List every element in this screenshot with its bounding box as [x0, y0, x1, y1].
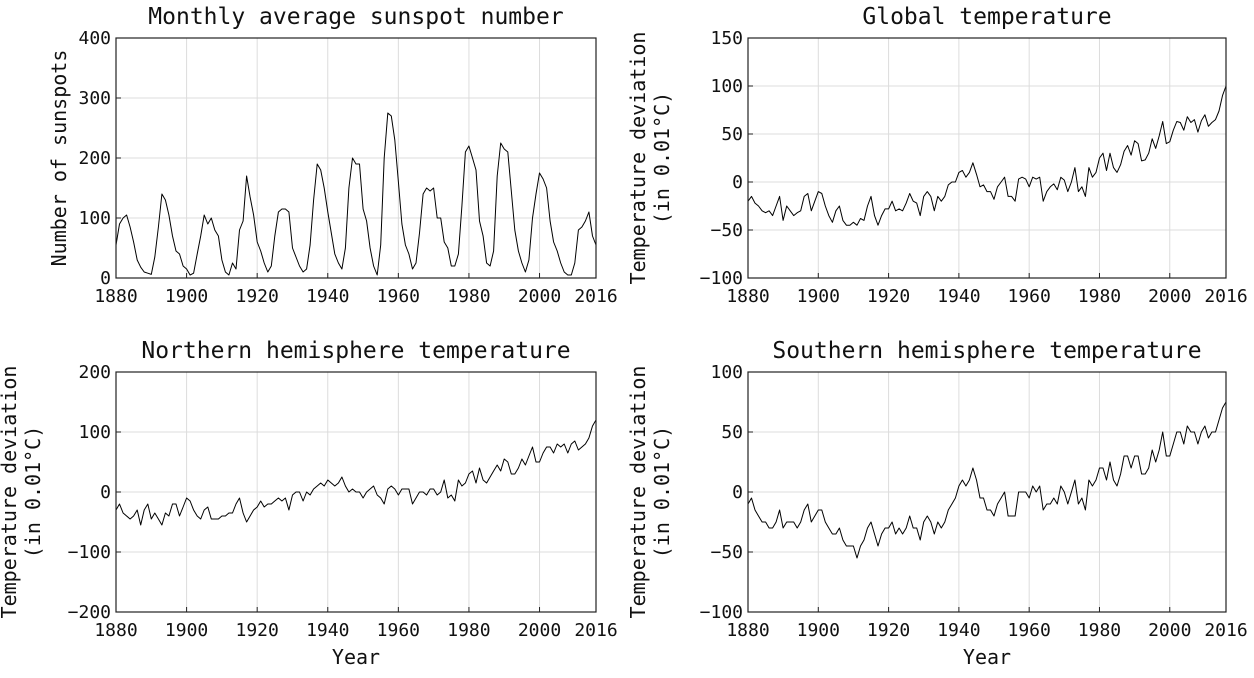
- data-series-line: [747, 401, 1227, 559]
- x-tick-label: 1880: [94, 286, 137, 307]
- x-tick-label: 2016: [1204, 286, 1247, 307]
- y-tick-label: 100: [78, 208, 111, 229]
- y-axis-unit-label: (in 0.01°C): [21, 426, 45, 558]
- y-tick-label: 0: [732, 172, 743, 193]
- southern-hemisphere-panel: 1880 1900 1920 1940 1960 1980 2000 2016 −100 −50 0…: [626, 338, 1248, 669]
- x-tick-label: 1920: [867, 286, 910, 307]
- x-tick-label: 1880: [94, 620, 137, 641]
- x-tick-label: 2000: [1148, 620, 1191, 641]
- x-tick-label: 1960: [377, 286, 420, 307]
- chart-title: Southern hemisphere temperature: [772, 338, 1201, 364]
- x-tick-label: 1960: [377, 620, 420, 641]
- x-tick-label: 1900: [797, 620, 840, 641]
- x-tick-label: 2000: [518, 620, 561, 641]
- y-axis-unit-label: (in 0.01°C): [650, 92, 674, 224]
- x-tick-label: 2000: [518, 286, 561, 307]
- y-tick-label: 0: [732, 482, 743, 503]
- x-axis-label: Year: [332, 645, 380, 669]
- global-temperature-panel: 1880 1900 1920 1940 1960 1980 2000 2016 −100 −50 0…: [626, 4, 1248, 307]
- y-axis-label: Temperature deviation: [626, 32, 650, 285]
- y-tick-label: −200: [68, 602, 111, 623]
- x-tick-label: 1980: [1078, 286, 1121, 307]
- x-tick-label: 1980: [447, 286, 490, 307]
- axes-frame: [747, 37, 1227, 279]
- x-tick-label: 1940: [937, 620, 980, 641]
- y-tick-label: −100: [700, 602, 743, 623]
- x-tick-label: 1920: [235, 286, 278, 307]
- data-series-line: [747, 85, 1227, 226]
- y-tick-label: 100: [78, 422, 111, 443]
- x-tick-label: 1900: [165, 620, 208, 641]
- x-tick-label: 1880: [726, 620, 769, 641]
- y-tick-label: 0: [100, 482, 111, 503]
- y-tick-label: 50: [721, 124, 743, 145]
- x-tick-label: 1980: [1078, 620, 1121, 641]
- y-axis-label: Temperature deviation: [626, 366, 650, 619]
- chart-title: Monthly average sunspot number: [148, 4, 563, 30]
- chart-title: Northern hemisphere temperature: [141, 338, 570, 364]
- x-tick-label: 1900: [165, 286, 208, 307]
- y-tick-label: −50: [710, 220, 743, 241]
- x-tick-label: 1980: [447, 620, 490, 641]
- y-tick-label: 400: [78, 28, 111, 49]
- y-tick-label: −50: [710, 542, 743, 563]
- y-axis-unit-label: (in 0.01°C): [650, 426, 674, 558]
- y-tick-label: 300: [78, 88, 111, 109]
- x-tick-label: 2016: [1204, 620, 1247, 641]
- x-tick-label: 2016: [574, 286, 617, 307]
- x-tick-label: 1900: [797, 286, 840, 307]
- x-axis-label: Year: [963, 645, 1011, 669]
- x-tick-label: 1960: [1007, 286, 1050, 307]
- y-tick-label: 150: [710, 28, 743, 49]
- x-tick-label: 1880: [726, 286, 769, 307]
- y-tick-label: 100: [710, 76, 743, 97]
- data-series-line: [115, 419, 597, 526]
- northern-hemisphere-panel: 1880 1900 1920 1940 1960 1980 2000 2016−200−100…: [0, 338, 618, 669]
- sunspot-panel: 1880 1900 1920 1940 1960 1980 2000 2016 0 100 200 3…: [47, 4, 618, 307]
- x-tick-label: 2016: [574, 620, 617, 641]
- y-tick-label: 200: [78, 148, 111, 169]
- x-tick-label: 1940: [937, 286, 980, 307]
- x-tick-label: 1920: [867, 620, 910, 641]
- y-tick-label: 50: [721, 422, 743, 443]
- y-axis-label: Temperature deviation: [0, 366, 21, 619]
- x-tick-label: 1920: [235, 620, 278, 641]
- x-tick-label: 2000: [1148, 286, 1191, 307]
- x-tick-label: 1940: [306, 286, 349, 307]
- y-tick-label: −100: [700, 268, 743, 289]
- x-tick-label: 1960: [1007, 620, 1050, 641]
- y-tick-label: 200: [78, 362, 111, 383]
- x-tick-label: 1940: [306, 620, 349, 641]
- y-axis-label: Number of sunspots: [47, 50, 71, 267]
- chart-title: Global temperature: [862, 4, 1111, 30]
- y-tick-label: 0: [100, 268, 111, 289]
- y-tick-label: −100: [68, 542, 111, 563]
- y-tick-label: 100: [710, 362, 743, 383]
- data-series-line: [115, 112, 597, 276]
